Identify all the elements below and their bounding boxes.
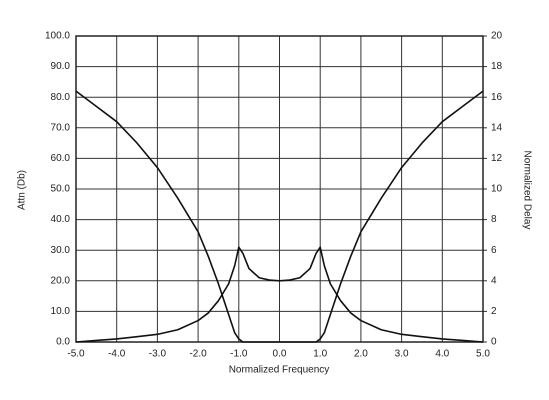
- y2-tick-label: 2: [491, 306, 497, 317]
- y-tick-label: 60.0: [51, 153, 71, 164]
- x-tick-label: -4.0: [108, 349, 126, 360]
- y-tick-label: 90.0: [51, 61, 71, 72]
- x-tick-label: -5.0: [67, 349, 85, 360]
- y2-tick-label: 10: [491, 184, 503, 195]
- y2-tick-label: 14: [491, 122, 503, 133]
- y2-tick-label: 0: [491, 337, 497, 348]
- y2-tick-label: 16: [491, 92, 503, 103]
- y-tick-label: 70.0: [51, 122, 71, 133]
- x-tick-label: -3.0: [149, 349, 167, 360]
- y2-tick-label: 18: [491, 61, 503, 72]
- y-tick-label: 30.0: [51, 245, 71, 256]
- y2-axis-label: Normalized Delay: [521, 151, 532, 230]
- x-tick-label: -1.0: [230, 349, 248, 360]
- y-tick-label: 100.0: [45, 31, 70, 42]
- x-axis-label: Normalized Frequency: [229, 365, 330, 376]
- y-axis-label: Attn (Db): [17, 170, 28, 210]
- y2-tick-label: 8: [491, 214, 497, 225]
- y-tick-label: 20.0: [51, 275, 71, 286]
- y2-tick-label: 4: [491, 275, 497, 286]
- x-tick-label: 1.0: [313, 349, 327, 360]
- x-tick-label: 5.0: [476, 349, 490, 360]
- y-tick-label: 50.0: [51, 184, 71, 195]
- y2-tick-label: 20: [491, 31, 503, 42]
- y2-tick-label: 12: [491, 153, 503, 164]
- line-series: [75, 90, 484, 343]
- y-tick-label: 10.0: [51, 306, 71, 317]
- y-tick-label: 40.0: [51, 214, 71, 225]
- x-tick-label: 4.0: [435, 349, 449, 360]
- y-tick-label: 80.0: [51, 92, 71, 103]
- x-tick-label: 2.0: [354, 349, 368, 360]
- y2-tick-label: 6: [491, 245, 497, 256]
- x-tick-label: -2.0: [189, 349, 207, 360]
- line-series: [75, 246, 484, 343]
- y-tick-label: 0.0: [56, 337, 70, 348]
- x-tick-label: 0.0: [273, 349, 287, 360]
- x-tick-label: 3.0: [395, 349, 409, 360]
